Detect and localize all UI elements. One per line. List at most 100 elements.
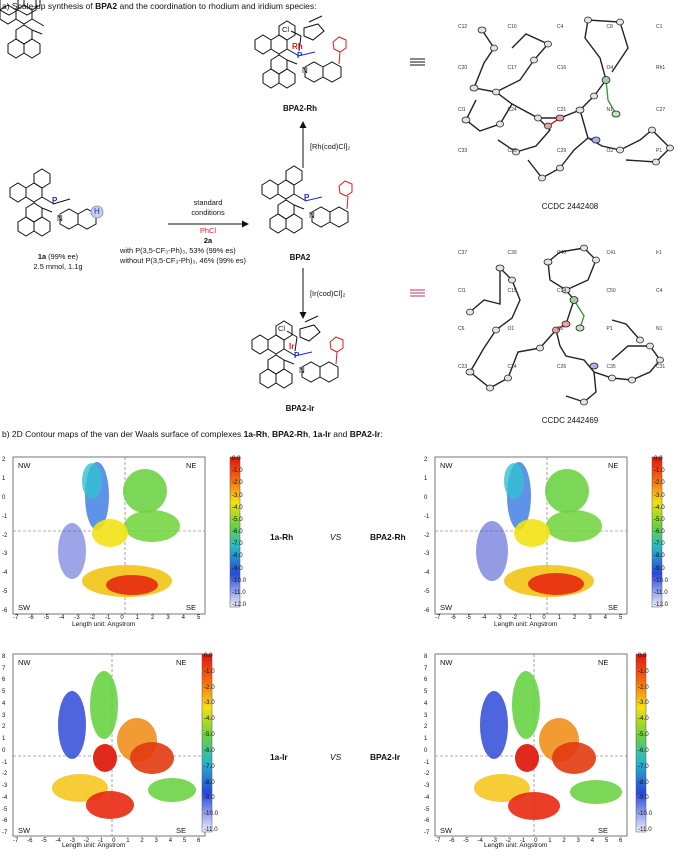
- section-b-sep3: and: [330, 429, 350, 439]
- y-tick-label: -5: [2, 589, 8, 596]
- colorbar-tick: -11.0: [204, 826, 218, 833]
- crystal-atom-label: C35: [606, 364, 616, 370]
- colorbar-tick: -8.0: [654, 552, 665, 560]
- quad-ne-4: NE: [598, 658, 609, 667]
- y-tick-label: -2: [2, 532, 8, 539]
- x-tick-label: -1: [519, 838, 526, 844]
- x-tick-label: 2: [151, 615, 155, 621]
- y-tick-label: -1: [424, 759, 430, 766]
- contour-map-bpa2-rh: [434, 456, 663, 615]
- row2-left-label: 1a-Ir: [270, 752, 288, 762]
- colorbar-tick: -4.0: [204, 715, 215, 723]
- colorbar-tick: -11.0: [232, 588, 246, 596]
- crystal-atom-label: C26: [557, 364, 567, 370]
- colorbar-tick: -9.0: [654, 564, 665, 572]
- atom-p-ir: P: [294, 351, 300, 360]
- x-tick-label: -7: [435, 615, 441, 621]
- x-tick-label: 4: [603, 615, 607, 621]
- colorbar-tick: -5.0: [232, 515, 243, 523]
- y-tick-label: -2: [424, 771, 430, 778]
- crystal-structure-rh: [461, 16, 674, 182]
- contour-panel-1a-rh: NW NE SW SE Length unit: Angstrom: [2, 451, 252, 629]
- x-tick-label: -5: [465, 615, 471, 621]
- atom-n-rh: N: [302, 66, 308, 75]
- crystal-atom-label: C50: [606, 288, 616, 294]
- colorbar-tick: -4.0: [638, 715, 649, 723]
- crystal-atom-label: P1: [606, 326, 613, 332]
- colorbar-tick: -7.0: [232, 540, 243, 548]
- x-tick-label: 6: [619, 838, 623, 844]
- x-tick-label: -6: [450, 615, 456, 621]
- crystal-labels-ir: C37 C39 C40 C41 Ir1 Cl1 C15 C14 C50 C4 C6 O1 O2 P1 N1 C…: [450, 240, 678, 412]
- crystal-atom-label: C24: [507, 106, 517, 113]
- colorbar-tick: -7.0: [654, 540, 665, 548]
- quad-nw-1: NW: [18, 461, 31, 470]
- y-tick-label: 8: [424, 654, 428, 660]
- y-tick-label: 3: [2, 712, 6, 719]
- y-tick-label: 0: [424, 747, 428, 754]
- atom-p-1a: P: [52, 196, 58, 205]
- crystal-atom-label: C40: [557, 250, 567, 256]
- quad-se-2: SE: [608, 603, 619, 612]
- section-a-title-pre: a) Scale-up synthesis of: [2, 1, 96, 11]
- crystal-atom-label: C27: [656, 106, 666, 113]
- x-tick-label: -6: [449, 838, 455, 844]
- colorbar-tick: -1.0: [204, 667, 215, 675]
- colorbar-tick: 0.0: [232, 455, 241, 462]
- crystal-atom-label: P1: [656, 147, 663, 154]
- x-tick-label: -2: [83, 838, 90, 844]
- ccdc-rh: CCDC 2442408: [541, 202, 599, 211]
- atom-n-bpa2: N: [309, 211, 315, 220]
- quad-nw-2: NW: [440, 461, 453, 470]
- crystal-atom-label: C37: [458, 250, 468, 256]
- x-tick-label: -6: [28, 615, 34, 621]
- cond-line2: conditions: [191, 207, 225, 217]
- y-tick-label: 6: [2, 677, 6, 684]
- x-tick-label: 1: [126, 838, 130, 844]
- y-tick-label: 6: [424, 677, 428, 684]
- x-tick-label: 4: [168, 838, 173, 844]
- quad-sw-1: SW: [18, 603, 31, 612]
- atom-cl-ir: Cl: [278, 324, 286, 333]
- yield-without: without P(3,5-CF₃-Ph)₃, 46% (99% es): [120, 255, 246, 265]
- x-tick-label: -2: [89, 615, 95, 621]
- colorbar-tick: 0.0: [204, 652, 213, 659]
- x-tick-label: 1: [135, 615, 139, 621]
- row2-vs: VS: [330, 752, 342, 762]
- colorbar-tick: -3.0: [232, 491, 243, 499]
- xticks-1a-ir: -7 -6 -5 -4 -3 -2 -1 0 1 2 3 4 5 6: [13, 838, 205, 846]
- y-tick-label: 2: [2, 457, 6, 463]
- x-tick-label: 3: [166, 615, 170, 621]
- section-b-c2: BPA2-Rh: [271, 429, 309, 439]
- quad-nw-3: NW: [18, 658, 31, 667]
- y-tick-label: -6: [2, 818, 8, 825]
- crystal-atom-label: C31: [656, 364, 666, 370]
- x-tick-label: -4: [55, 838, 61, 844]
- y-tick-label: -4: [2, 794, 8, 801]
- x-tick-label: -3: [74, 615, 80, 621]
- quad-se-1: SE: [186, 603, 197, 612]
- section-b-c4: BPA2-Ir: [349, 429, 381, 439]
- cond-line1: standard: [193, 198, 223, 207]
- x-tick-label: 1: [557, 615, 561, 621]
- y-tick-label: -3: [424, 551, 430, 558]
- section-b-sep1: ,: [267, 429, 272, 439]
- x-tick-label: 0: [112, 838, 116, 844]
- ir-reagent: [Ir(cod)Cl]₂: [310, 289, 346, 298]
- x-tick-label: -1: [105, 615, 111, 621]
- y-tick-label: 2: [424, 457, 428, 463]
- crystal-atom-label: O4: [606, 65, 614, 72]
- colorbar-tick: -11.0: [638, 826, 652, 833]
- colorbar-tick: -10.0: [638, 810, 653, 818]
- ccdc-ir: CCDC 2442469: [541, 416, 599, 425]
- y-tick-label: -3: [424, 783, 430, 790]
- colorbar-tick: -6.0: [638, 746, 649, 754]
- y-tick-label: 7: [2, 665, 6, 672]
- y-tick-label: 0: [2, 494, 6, 501]
- atom-p-bpa2: P: [304, 193, 310, 202]
- x-tick-label: -5: [41, 838, 47, 844]
- quad-ne-2: NE: [608, 461, 619, 470]
- label-1a-ee: (99% ee): [46, 252, 79, 261]
- yticks-1a-rh: 2 1 0 -1 -2 -3 -4 -5 -6: [2, 457, 12, 614]
- y-tick-label: 7: [424, 665, 428, 672]
